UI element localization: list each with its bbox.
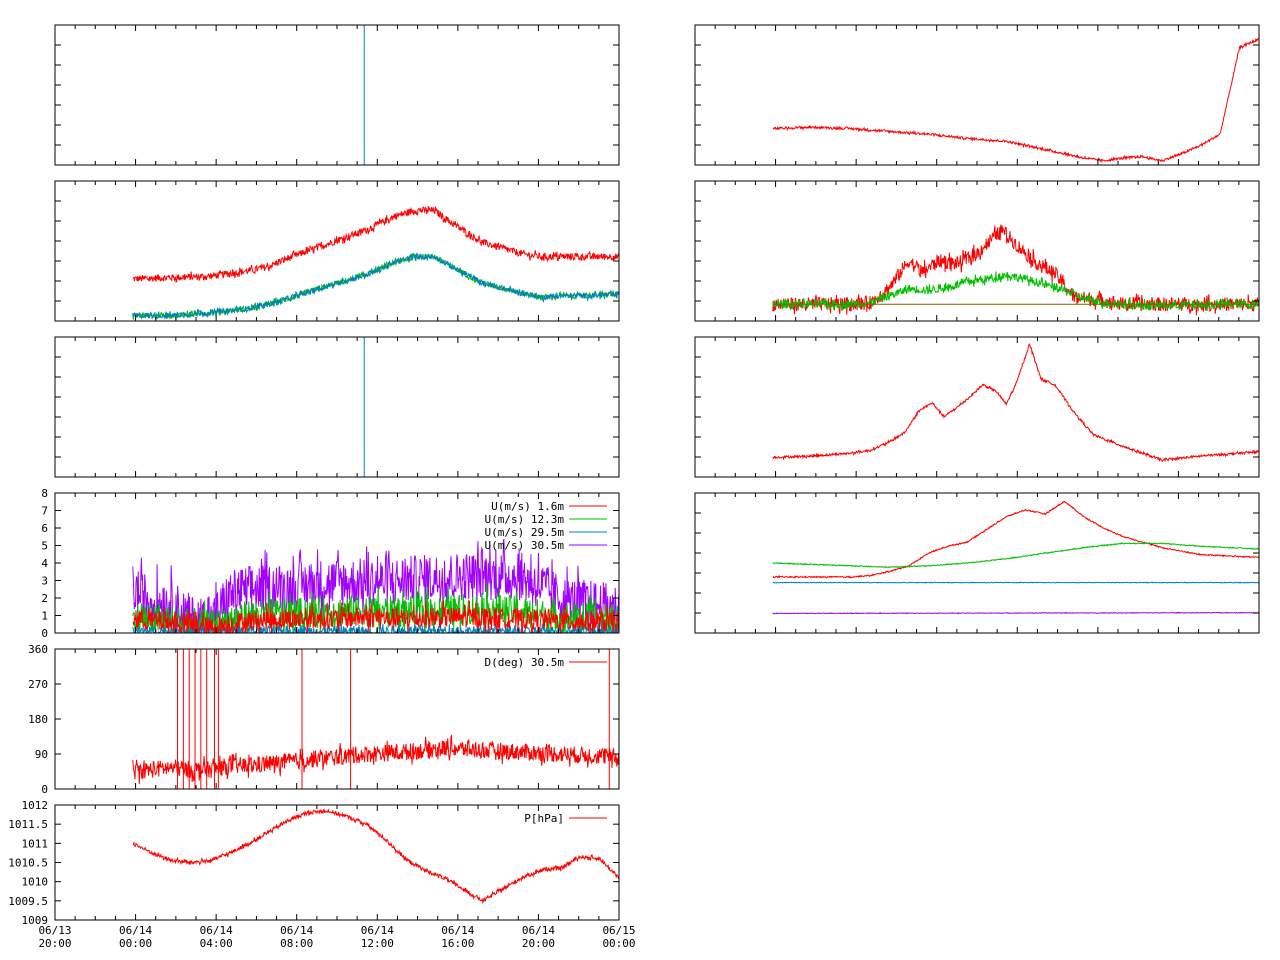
x-tick-label-time: 08:00	[280, 937, 313, 950]
plot-p7	[694, 24, 1260, 166]
series-line	[132, 538, 619, 633]
y-tick-label: 7	[41, 505, 48, 518]
series-line	[772, 581, 1259, 584]
y-tick-label: 270	[28, 678, 48, 691]
y-tick-label: 1009.5	[8, 895, 48, 908]
plot-p9	[694, 336, 1260, 478]
x-tick-label-date: 06/13	[38, 924, 71, 937]
series-line	[132, 808, 619, 905]
legend-label: U(m/s) 12.3m	[485, 513, 565, 526]
y-tick-label: 4	[41, 557, 48, 570]
plot-frame	[54, 24, 620, 166]
plot-frame	[694, 24, 1260, 166]
y-tick-label: 180	[28, 713, 48, 726]
y-tick-label: 360	[28, 643, 48, 656]
x-tick-label-date: 06/14	[522, 924, 555, 937]
series-line	[772, 271, 1259, 312]
series-group	[132, 538, 619, 633]
x-tick-label-time: 16:00	[441, 937, 474, 950]
y-tick-label: 1	[41, 610, 48, 623]
series-line	[772, 37, 1259, 163]
plot-p8	[694, 180, 1260, 322]
y-tick-label: 1010.5	[8, 857, 48, 870]
legend-label: P[hPa]	[524, 812, 564, 825]
series-line	[132, 252, 619, 320]
y-tick-label: 1010	[22, 876, 49, 889]
y-tick-label: 1012	[22, 799, 49, 812]
legend-label: U(m/s) 29.5m	[485, 526, 565, 539]
y-tick-label: 3	[41, 575, 48, 588]
plot-frame	[694, 336, 1260, 478]
y-tick-label: 6	[41, 522, 48, 535]
series-line	[132, 252, 619, 320]
x-tick-label-time: 20:00	[38, 937, 71, 950]
plot-p6: 1009 1009.5 1010 1010.5 1011 1011.5 1012 P[hPa]…	[8, 799, 635, 950]
plot-p5: 0 90 180 270 360 D(deg) 30.5m	[28, 643, 620, 796]
series-line	[772, 500, 1259, 579]
y-tick-label: 2	[41, 592, 48, 605]
series-group	[132, 808, 619, 905]
x-tick-label-date: 06/14	[361, 924, 394, 937]
x-tick-label-time: 00:00	[602, 937, 635, 950]
x-tick-label-time: 00:00	[119, 937, 152, 950]
series-group	[132, 649, 619, 789]
y-tick-label: 1009	[22, 914, 49, 927]
series-group	[772, 224, 1259, 316]
series-group	[772, 500, 1259, 615]
series-line	[132, 206, 619, 283]
x-tick-label-date: 06/15	[602, 924, 635, 937]
plot-p3	[54, 336, 620, 478]
y-tick-label: 0	[41, 627, 48, 640]
series-group	[772, 37, 1259, 163]
plot-p4: 0 1 2 3 4 5 6 7 8 U(m/s) 1.6mU(m/s) 12.3mU(m/s) 2…	[41, 487, 620, 640]
y-tick-label: 8	[41, 487, 48, 500]
x-tick-label-date: 06/14	[280, 924, 313, 937]
y-tick-label: 1011.5	[8, 818, 48, 831]
plot-frame	[54, 180, 620, 322]
legend-label: U(m/s) 1.6m	[491, 500, 564, 513]
y-tick-label: 0	[41, 783, 48, 796]
plot-p10	[694, 492, 1260, 634]
x-tick-label-date: 06/14	[119, 924, 152, 937]
plot-p2	[54, 180, 620, 322]
series-line	[772, 541, 1259, 569]
series-line	[772, 343, 1259, 463]
x-tick-label-time: 04:00	[200, 937, 233, 950]
legend-label: D(deg) 30.5m	[485, 656, 565, 669]
series-line	[772, 224, 1259, 316]
x-tick-label-date: 06/14	[200, 924, 233, 937]
y-tick-label: 5	[41, 540, 48, 553]
series-group	[132, 206, 619, 320]
series-line	[132, 734, 619, 785]
series-line	[772, 611, 1259, 615]
plot-frame	[54, 336, 620, 478]
plot-p1	[54, 24, 620, 166]
x-tick-label-time: 20:00	[522, 937, 555, 950]
legend-label: U(m/s) 30.5m	[485, 539, 565, 552]
y-tick-label: 1011	[22, 837, 49, 850]
y-tick-label: 90	[35, 748, 48, 761]
x-tick-label-time: 12:00	[361, 937, 394, 950]
series-group	[772, 343, 1259, 463]
x-tick-label-date: 06/14	[441, 924, 474, 937]
